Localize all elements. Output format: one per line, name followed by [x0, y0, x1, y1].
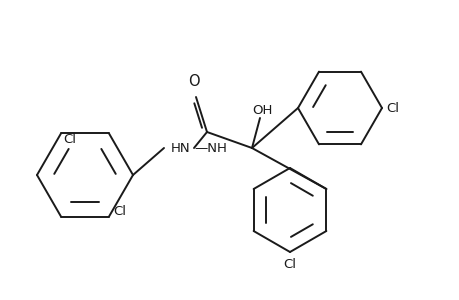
Text: OH: OH	[251, 103, 272, 116]
Text: Cl: Cl	[385, 101, 398, 115]
Text: Cl: Cl	[113, 205, 126, 218]
Text: HN: HN	[170, 142, 190, 154]
Text: —NH: —NH	[194, 142, 226, 154]
Text: Cl: Cl	[283, 258, 296, 271]
Text: Cl: Cl	[63, 133, 76, 146]
Text: O: O	[188, 74, 199, 89]
